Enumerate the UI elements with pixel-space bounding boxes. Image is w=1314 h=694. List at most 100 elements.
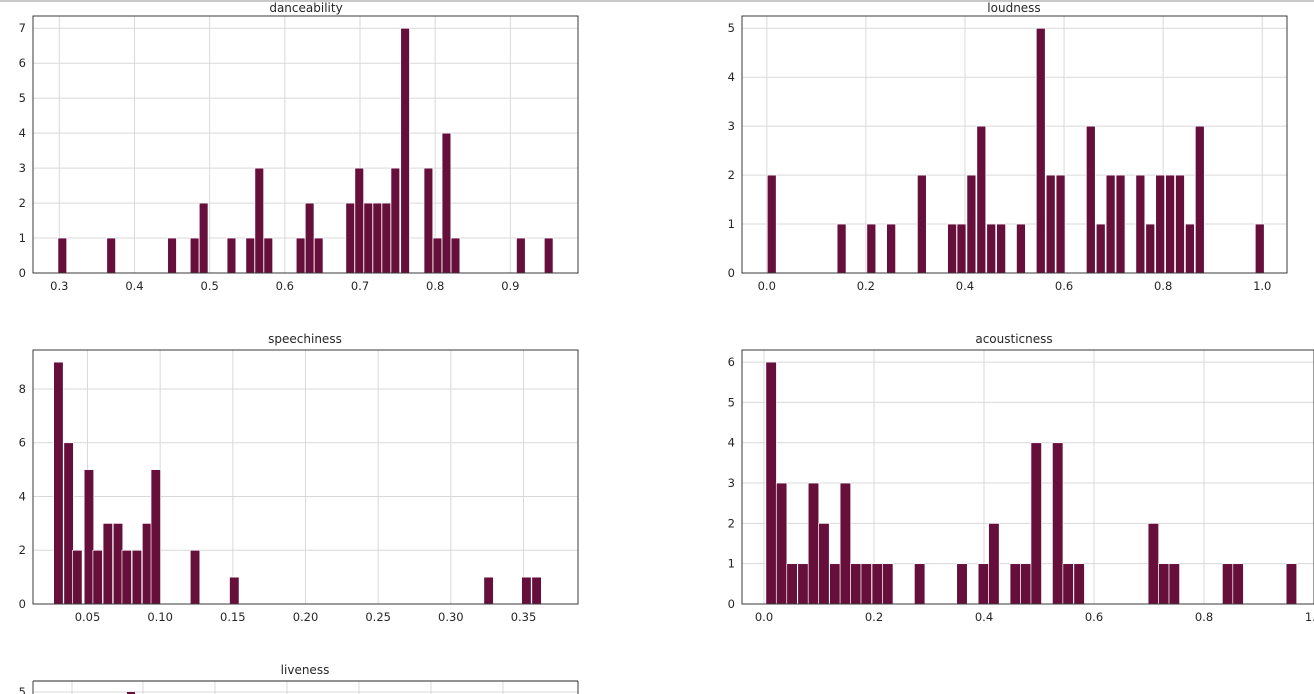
y-tick-label: 7 — [19, 21, 26, 35]
histogram-bar — [53, 361, 64, 605]
histogram-bar — [1168, 563, 1180, 605]
y-tick-label: 3 — [19, 161, 26, 175]
histogram-bar — [829, 563, 841, 605]
histogram-bar — [818, 523, 830, 605]
histogram-bar — [83, 469, 95, 605]
histogram-bar — [263, 237, 274, 274]
x-tick-label: 0.5 — [201, 279, 219, 293]
histogram-bar — [766, 174, 777, 274]
histogram-bar — [1105, 174, 1116, 274]
chart-title: speechiness — [268, 332, 342, 346]
histogram-bar — [839, 482, 852, 605]
x-tick-label: 0.4 — [975, 610, 993, 624]
x-tick-label: 1.0 — [1305, 610, 1314, 624]
histogram-bar — [354, 167, 364, 274]
histogram-bar — [871, 563, 883, 605]
histogram-bar — [423, 167, 434, 274]
histogram-bar — [543, 237, 554, 274]
y-tick-label: 2 — [728, 168, 735, 182]
y-tick-label: 6 — [19, 436, 26, 450]
histogram-bar — [1030, 442, 1042, 605]
histogram-bar — [198, 202, 209, 274]
histogram-bar — [882, 563, 894, 605]
histogram-bar — [996, 223, 1006, 274]
histogram-bar — [372, 202, 383, 274]
histogram-bar — [450, 237, 461, 274]
y-tick-label: 6 — [728, 355, 735, 369]
x-tick-label: 0.4 — [956, 279, 974, 293]
histogram-bar — [531, 576, 542, 605]
histogram-bar — [836, 223, 847, 274]
plot-frame — [32, 15, 579, 274]
x-tick-label: 0.25 — [365, 610, 391, 624]
x-tick-label: 0.3 — [50, 279, 68, 293]
histogram-bar — [1145, 223, 1156, 274]
histogram-bar — [304, 202, 315, 274]
y-tick-label: 4 — [19, 489, 26, 503]
histogram-bar — [947, 223, 957, 274]
histogram-bar — [63, 442, 74, 605]
histogram-bar — [345, 202, 355, 274]
histogram-bar — [400, 27, 410, 274]
histogram-bar — [917, 174, 927, 274]
chart-title: danceability — [269, 1, 342, 15]
histogram-bar — [141, 523, 153, 605]
histogram-bar — [112, 523, 124, 605]
histogram-bar — [1009, 563, 1022, 605]
histogram-bar — [1194, 125, 1205, 274]
histogram-bar — [1016, 223, 1026, 274]
histogram-bar — [786, 563, 798, 605]
histogram-bar — [131, 549, 143, 605]
x-tick-label: 0.0 — [755, 610, 773, 624]
x-tick-label: 0.2 — [865, 610, 883, 624]
x-tick-label: 0.8 — [1195, 610, 1213, 624]
histogram-bar — [167, 237, 177, 274]
y-tick-label: 0 — [19, 597, 26, 611]
histogram-speechiness: speechiness 0.05 0.10 0.15 0.20 0.25 0.30 0.35… — [19, 332, 579, 624]
histogram-acousticness: acousticness 0.0 0.2 0.4 0.6 0.8 1.0 0 1 2 3 4 5 6 — [728, 332, 1314, 624]
histogram-bar — [189, 549, 201, 605]
x-tick-label: 0.4 — [125, 279, 143, 293]
histogram-bar — [850, 563, 862, 605]
x-tick-label: 0.20 — [293, 610, 319, 624]
y-tick-label: 1 — [728, 217, 735, 231]
x-tick-label: 0.8 — [426, 279, 444, 293]
histogram-loudness: loudness 0.0 0.2 0.4 0.6 0.8 1.0 0 1 2 3 4 5 — [728, 1, 1288, 293]
y-tick-label: 2 — [19, 543, 26, 557]
histogram-bar — [1285, 563, 1298, 605]
x-tick-label: 0.6 — [1055, 279, 1073, 293]
x-tick-label: 0.15 — [220, 610, 246, 624]
histogram-bar — [1085, 125, 1096, 274]
plot-frame — [32, 349, 579, 605]
histogram-bar — [127, 692, 135, 694]
y-tick-label: 4 — [728, 70, 735, 84]
x-tick-label: 0.7 — [351, 279, 369, 293]
histogram-bar — [988, 523, 1000, 605]
histogram-bar — [956, 563, 968, 605]
histogram-bar — [1095, 223, 1106, 274]
y-tick-label: 5 — [19, 91, 26, 105]
y-tick-label: 0 — [728, 597, 735, 611]
histogram-bar — [1232, 563, 1244, 605]
y-tick-label: 5 — [19, 685, 26, 694]
histogram-bar — [986, 223, 997, 274]
histogram-bar — [886, 223, 896, 274]
histogram-danceability: danceability 0.3 0.4 0.5 0.6 0.7 0.8 0.9 0 1 2 3 4 5… — [19, 1, 579, 293]
y-tick-label: 6 — [19, 56, 26, 70]
histogram-bar — [1020, 563, 1032, 605]
y-tick-label: 3 — [728, 119, 735, 133]
plot-frame — [741, 15, 1288, 274]
histogram-bar — [254, 167, 265, 274]
x-tick-label: 0.30 — [438, 610, 464, 624]
y-tick-label: 2 — [19, 196, 26, 210]
histogram-bar — [765, 361, 777, 605]
x-tick-label: 0.2 — [857, 279, 875, 293]
histogram-bar — [1155, 174, 1165, 274]
histogram-bar — [1073, 563, 1085, 605]
histogram-bar — [72, 549, 83, 605]
y-tick-label: 3 — [728, 476, 735, 490]
y-tick-label: 5 — [728, 395, 735, 409]
histogram-bar — [966, 174, 977, 274]
histogram-bar — [229, 576, 240, 605]
histogram-bar — [295, 237, 306, 274]
